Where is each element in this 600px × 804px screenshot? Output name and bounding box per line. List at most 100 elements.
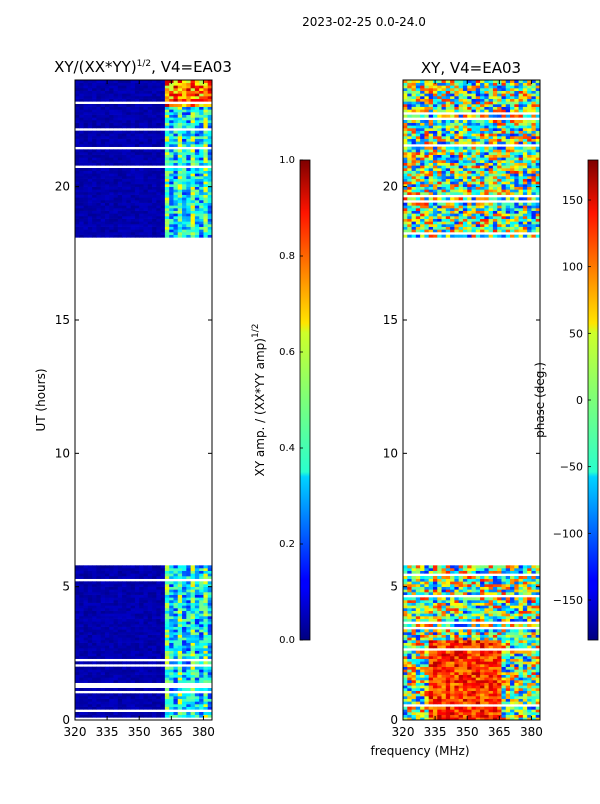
heatmap-cell (501, 680, 506, 683)
heatmap-cell (476, 685, 481, 688)
heatmap-cell (173, 648, 178, 651)
heatmap-cell (531, 661, 536, 664)
heatmap-cell (139, 187, 144, 190)
heatmap-cell (131, 189, 136, 192)
heatmap-cell (412, 624, 417, 627)
heatmap-cell (148, 643, 153, 646)
heatmap-cell (92, 624, 97, 627)
heatmap-cell (203, 699, 208, 702)
heatmap-cell (139, 117, 144, 120)
heatmap-cell (173, 208, 178, 211)
heatmap-cell (412, 592, 417, 595)
heatmap-cell (182, 160, 187, 163)
heatmap-cell (467, 637, 472, 640)
heatmap-cell (433, 672, 438, 675)
heatmap-cell (173, 632, 178, 635)
heatmap-cell (182, 661, 187, 664)
heatmap-cell (519, 616, 524, 619)
heatmap-cell (105, 155, 110, 158)
heatmap-cell (195, 589, 200, 592)
heatmap-cell (92, 707, 97, 710)
heatmap-cell (412, 656, 417, 659)
heatmap-cell (88, 576, 93, 579)
heatmap-cell (92, 589, 97, 592)
heatmap-cell (156, 224, 161, 227)
heatmap-cell (416, 637, 421, 640)
heatmap-cell (169, 144, 174, 147)
heatmap-cell (407, 632, 412, 635)
heatmap-cell (527, 592, 532, 595)
heatmap-cell (88, 221, 93, 224)
heatmap-cell (429, 629, 434, 632)
heatmap-cell (467, 635, 472, 638)
heatmap-cell (429, 661, 434, 664)
heatmap-cell (144, 701, 149, 704)
heatmap-cell (199, 160, 204, 163)
heatmap-cell (75, 627, 80, 630)
heatmap-cell (79, 160, 84, 163)
heatmap-cell (203, 576, 208, 579)
heatmap-cell (169, 85, 174, 88)
heatmap-cell (96, 120, 101, 123)
heatmap-cell (101, 576, 106, 579)
heatmap-cell (510, 584, 515, 587)
heatmap-cell (472, 632, 477, 635)
heatmap-cell (169, 115, 174, 118)
heatmap-cell (135, 645, 140, 648)
heatmap-cell (527, 613, 532, 616)
heatmap-cell (450, 571, 455, 574)
heatmap-cell (412, 712, 417, 715)
heatmap-cell (403, 632, 408, 635)
heatmap-cell (156, 707, 161, 710)
heatmap-cell (199, 627, 204, 630)
heatmap-cell (152, 136, 157, 139)
heatmap-cell (472, 605, 477, 608)
heatmap-cell (109, 85, 114, 88)
heatmap-cell (424, 619, 429, 622)
heatmap-cell (161, 640, 166, 643)
heatmap-cell (191, 611, 196, 614)
heatmap-cell (463, 603, 468, 606)
heatmap-cell (105, 136, 110, 139)
heatmap-cell (101, 197, 106, 200)
heatmap-cell (527, 701, 532, 704)
heatmap-cell (75, 221, 80, 224)
heatmap-cell (105, 597, 110, 600)
heatmap-cell (126, 669, 131, 672)
heatmap-cell (412, 587, 417, 590)
heatmap-cell (96, 632, 101, 635)
heatmap-cell (195, 149, 200, 152)
heatmap-cell (126, 203, 131, 206)
heatmap-cell (519, 645, 524, 648)
heatmap-cell (105, 571, 110, 574)
heatmap-cell (437, 688, 442, 691)
heatmap-cell (489, 581, 494, 584)
heatmap-cell (186, 205, 191, 208)
heatmap-cell (161, 197, 166, 200)
heatmap-cell (114, 163, 119, 166)
heatmap-cell (135, 667, 140, 670)
heatmap-cell (514, 584, 519, 587)
heatmap-cell (450, 589, 455, 592)
heatmap-cell (480, 651, 485, 654)
heatmap-cell (105, 133, 110, 136)
heatmap-cell (407, 715, 412, 718)
heatmap-cell (122, 208, 127, 211)
heatmap-cell (135, 104, 140, 107)
heatmap-cell (173, 595, 178, 598)
heatmap-cell (416, 701, 421, 704)
heatmap-cell (489, 701, 494, 704)
heatmap-cell (472, 613, 477, 616)
heatmap-cell (437, 587, 442, 590)
heatmap-cell (523, 659, 528, 662)
heatmap-cell (118, 93, 123, 96)
heatmap-cell (195, 211, 200, 214)
heatmap-cell (501, 629, 506, 632)
heatmap-cell (203, 133, 208, 136)
heatmap-cell (403, 589, 408, 592)
heatmap-cell (186, 197, 191, 200)
heatmap-cell (191, 621, 196, 624)
heatmap-cell (135, 651, 140, 654)
heatmap-cell (424, 624, 429, 627)
heatmap-cell (459, 640, 464, 643)
